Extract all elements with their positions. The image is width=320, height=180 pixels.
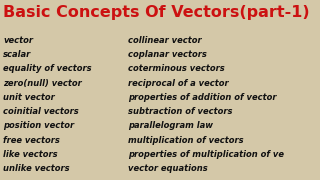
Text: equality of vectors: equality of vectors [3, 64, 92, 73]
Text: scalar: scalar [3, 50, 31, 59]
Text: unlike vectors: unlike vectors [3, 164, 70, 173]
Text: vector: vector [3, 36, 33, 45]
Text: position vector: position vector [3, 121, 74, 130]
Text: parallelogram law: parallelogram law [128, 121, 213, 130]
Text: collinear vector: collinear vector [128, 36, 202, 45]
Text: free vectors: free vectors [3, 136, 60, 145]
Text: reciprocal of a vector: reciprocal of a vector [128, 79, 228, 88]
Text: coterminous vectors: coterminous vectors [128, 64, 225, 73]
Text: coplanar vectors: coplanar vectors [128, 50, 207, 59]
Text: like vectors: like vectors [3, 150, 58, 159]
Text: subtraction of vectors: subtraction of vectors [128, 107, 233, 116]
Text: properties of addition of vector: properties of addition of vector [128, 93, 276, 102]
Text: unit vector: unit vector [3, 93, 55, 102]
Text: properties of multiplication of ve: properties of multiplication of ve [128, 150, 284, 159]
Text: multiplication of vectors: multiplication of vectors [128, 136, 244, 145]
Text: zero(null) vector: zero(null) vector [3, 79, 82, 88]
Text: vector equations: vector equations [128, 164, 208, 173]
Text: coinitial vectors: coinitial vectors [3, 107, 79, 116]
Text: Basic Concepts Of Vectors(part-1): Basic Concepts Of Vectors(part-1) [3, 5, 310, 20]
